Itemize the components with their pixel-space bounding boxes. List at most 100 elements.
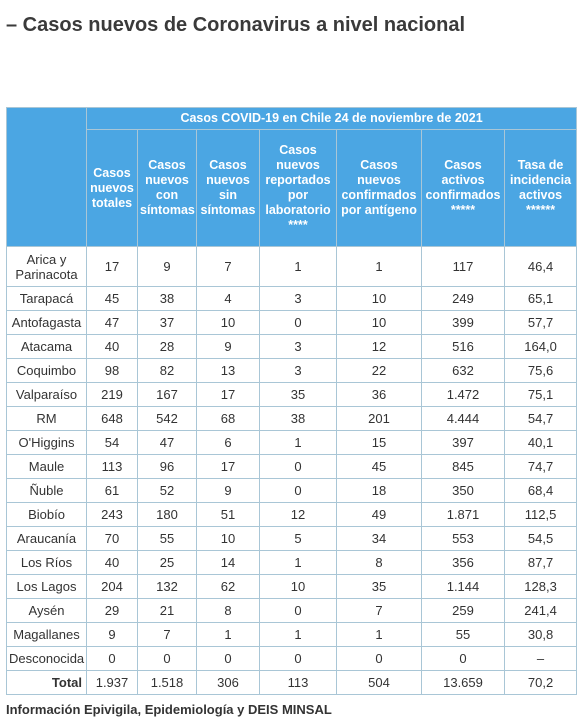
value-cell: 1 [336, 622, 422, 647]
value-cell: 51 [196, 502, 260, 527]
value-cell: 0 [259, 310, 337, 335]
value-cell: 6 [196, 430, 260, 455]
value-cell: 0 [336, 646, 422, 671]
value-cell: 45 [86, 286, 138, 311]
value-cell: 65,1 [503, 286, 578, 311]
total-label: Total [6, 670, 87, 695]
value-cell: 5 [259, 526, 337, 551]
value-cell: 0 [259, 478, 337, 503]
value-cell: 399 [421, 310, 505, 335]
value-cell: 38 [137, 286, 197, 311]
table-row: Desconocida 0 0 0 0 0 0– [6, 646, 578, 671]
value-cell: 0 [259, 454, 337, 479]
value-cell: 112,5 [503, 502, 578, 527]
value-cell: 7 [137, 622, 197, 647]
value-cell: 55 [137, 526, 197, 551]
value-cell: 68 [196, 406, 260, 431]
value-cell: 3 [259, 358, 337, 383]
table-body: Arica y Parinacota 17 9 7 1 1 117 46,4 Tarapacá 4… [6, 246, 578, 695]
region-cell: Aysén [6, 598, 87, 623]
value-cell: 3 [259, 334, 337, 359]
table-row: Arica y Parinacota 17 9 7 1 1 117 46,4 [6, 246, 578, 287]
value-cell: 22 [336, 358, 422, 383]
column-header: Casos activos confirmados ***** [421, 129, 505, 247]
table-row: Magallanes 9 7 1 1 1 55 30,8 [6, 622, 578, 647]
region-cell: Los Ríos [6, 550, 87, 575]
value-cell: 9 [196, 478, 260, 503]
value-cell: 243 [86, 502, 138, 527]
value-cell: 9 [86, 622, 138, 647]
value-cell: 0 [259, 598, 337, 623]
value-cell: – [503, 646, 578, 671]
value-cell: 40 [86, 550, 138, 575]
value-cell: 96 [137, 454, 197, 479]
value-cell: 10 [336, 310, 422, 335]
value-cell: 648 [86, 406, 138, 431]
region-cell: Tarapacá [6, 286, 87, 311]
cases-table: Casos COVID-19 en Chile 24 de noviembre … [6, 107, 578, 695]
caption-row: Casos COVID-19 en Chile 24 de noviembre … [6, 107, 578, 247]
value-cell: 7 [196, 246, 260, 287]
value-cell: 68,4 [503, 478, 578, 503]
column-header: Casos nuevos con síntomas [137, 129, 197, 247]
value-cell: 516 [421, 334, 505, 359]
value-cell: 167 [137, 382, 197, 407]
value-cell: 34 [336, 526, 422, 551]
value-cell: 201 [336, 406, 422, 431]
region-cell: Desconocida [6, 646, 87, 671]
value-cell: 55 [421, 622, 505, 647]
region-cell: Biobío [6, 502, 87, 527]
value-cell: 219 [86, 382, 138, 407]
value-cell: 54 [86, 430, 138, 455]
value-cell: 117 [421, 246, 505, 287]
page-title: – Casos nuevos de Coronavirus a nivel na… [6, 14, 466, 36]
value-cell: 62 [196, 574, 260, 599]
value-cell: 249 [421, 286, 505, 311]
value-cell: 113 [86, 454, 138, 479]
value-cell: 10 [336, 286, 422, 311]
value-cell: 128,3 [503, 574, 578, 599]
value-cell: 1 [259, 430, 337, 455]
value-cell: 1.871 [421, 502, 505, 527]
value-cell: 10 [196, 310, 260, 335]
total-cell: 113 [259, 670, 337, 695]
region-cell: Ñuble [6, 478, 87, 503]
value-cell: 180 [137, 502, 197, 527]
table-row: Atacama 40 28 9 3 12 516 164,0 [6, 334, 578, 359]
value-cell: 1 [259, 246, 337, 287]
value-cell: 17 [196, 454, 260, 479]
table-caption: Casos COVID-19 en Chile 24 de noviembre … [85, 107, 578, 130]
value-cell: 82 [137, 358, 197, 383]
value-cell: 15 [336, 430, 422, 455]
value-cell: 10 [196, 526, 260, 551]
value-cell: 1 [259, 622, 337, 647]
value-cell: 0 [137, 646, 197, 671]
table-row: Los Ríos 40 25 14 1 8 356 87,7 [6, 550, 578, 575]
table-row: Coquimbo 98 82 13 3 22 632 75,6 [6, 358, 578, 383]
value-cell: 0 [196, 646, 260, 671]
value-cell: 7 [336, 598, 422, 623]
value-cell: 74,7 [503, 454, 578, 479]
column-header: Casos nuevos totales [86, 129, 138, 247]
value-cell: 1 [336, 246, 422, 287]
region-cell: RM [6, 406, 87, 431]
value-cell: 45 [336, 454, 422, 479]
value-cell: 61 [86, 478, 138, 503]
value-cell: 14 [196, 550, 260, 575]
total-cell: 306 [196, 670, 260, 695]
value-cell: 21 [137, 598, 197, 623]
table-row: Maule 113 96 17 0 45 845 74,7 [6, 454, 578, 479]
value-cell: 632 [421, 358, 505, 383]
region-cell: Antofagasta [6, 310, 87, 335]
table-row: Valparaíso 219 167 17 35 36 1.472 75,1 [6, 382, 578, 407]
value-cell: 12 [336, 334, 422, 359]
table-row: Los Lagos 204 132 62 10 35 1.144 128,3 [6, 574, 578, 599]
value-cell: 36 [336, 382, 422, 407]
value-cell: 57,7 [503, 310, 578, 335]
value-cell: 30,8 [503, 622, 578, 647]
total-cell: 1.518 [137, 670, 197, 695]
value-cell: 54,7 [503, 406, 578, 431]
value-cell: 204 [86, 574, 138, 599]
column-header: Tasa de incidencia activos ****** [503, 129, 578, 247]
